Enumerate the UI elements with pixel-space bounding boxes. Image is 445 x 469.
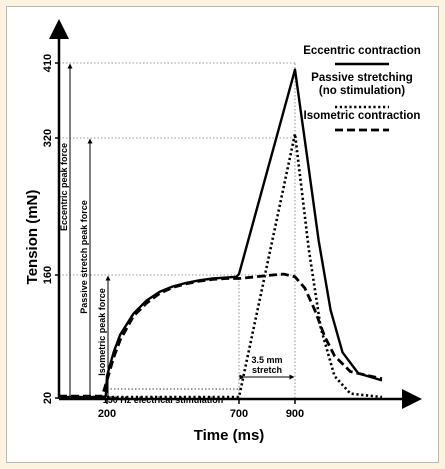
series-line-dotted bbox=[59, 132, 383, 399]
tick-labels: 20 160 320 410 200 700 900 bbox=[42, 54, 304, 420]
eccentric-peak-label: Eccentric peak force bbox=[59, 143, 69, 231]
y-tick-label: 20 bbox=[42, 392, 54, 404]
legend-label: Eccentric contraction bbox=[303, 45, 421, 57]
legend-label: Isometric contraction bbox=[304, 110, 421, 122]
figure-frame: 20 160 320 410 200 700 900 Eccentric peak forc… bbox=[6, 6, 439, 463]
isometric-peak-label: Isometric peak force bbox=[97, 288, 107, 376]
x-tick-label: 900 bbox=[286, 408, 304, 420]
x-tick-label: 700 bbox=[230, 408, 248, 420]
tension-time-chart: 20 160 320 410 200 700 900 Eccentric peak forc… bbox=[24, 19, 422, 444]
guide-lines bbox=[59, 62, 296, 398]
axes bbox=[49, 19, 422, 409]
stimulation-label: 150 Hz electrical stimulation bbox=[103, 395, 224, 405]
passive-peak-label: Passive stretch peak force bbox=[79, 200, 89, 314]
y-tick-label: 320 bbox=[42, 129, 54, 147]
x-tick-label: 200 bbox=[98, 408, 116, 420]
stretch-label-line1: 3.5 mm bbox=[251, 355, 282, 365]
annotations: Eccentric peak force Passive stretch peak… bbox=[59, 63, 295, 405]
legend-label: (no stimulation) bbox=[319, 85, 405, 97]
series-lines bbox=[59, 68, 383, 399]
legend-label: Passive stretching bbox=[311, 72, 413, 84]
y-axis-title: Tension (mN) bbox=[24, 190, 41, 285]
series-line-dashed bbox=[59, 272, 383, 398]
legend: Eccentric contraction Passive stretching(… bbox=[303, 45, 421, 132]
y-tick-label: 410 bbox=[42, 54, 54, 72]
stretch-label-line2: stretch bbox=[252, 365, 282, 375]
x-axis-title: Time (ms) bbox=[194, 427, 265, 444]
y-tick-label: 160 bbox=[42, 266, 54, 284]
